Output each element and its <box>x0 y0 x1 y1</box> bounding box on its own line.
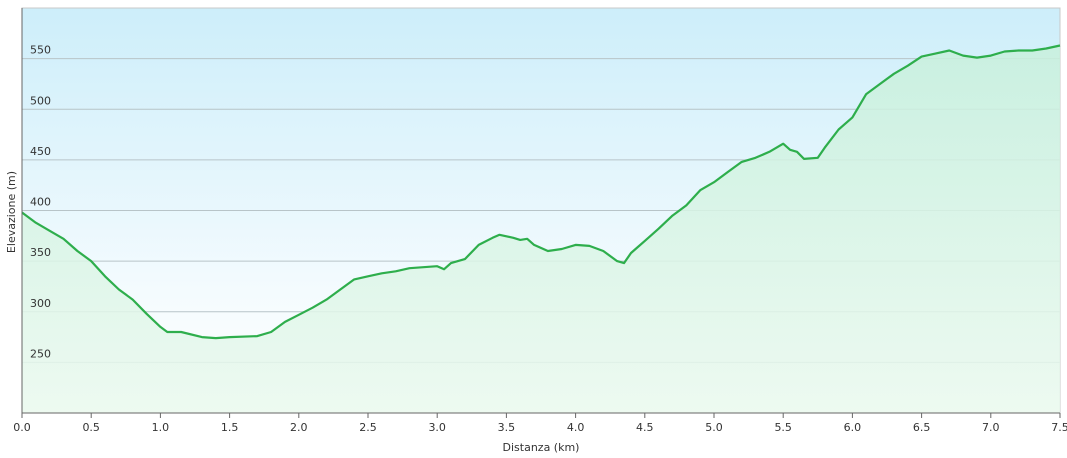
x-axis-title: Distanza (km) <box>503 441 580 454</box>
y-tick-label: 500 <box>30 94 51 107</box>
y-tick-label: 550 <box>30 44 51 57</box>
y-tick-label: 300 <box>30 297 51 310</box>
x-tick-label: 4.0 <box>567 421 585 434</box>
y-tick-label: 250 <box>30 347 51 360</box>
x-tick-label: 6.5 <box>913 421 931 434</box>
x-tick-label: 7.0 <box>982 421 1000 434</box>
x-tick-label: 2.0 <box>290 421 308 434</box>
elevation-line <box>21 44 1061 340</box>
x-tick-label: 5.0 <box>705 421 723 434</box>
x-tick-label: 4.5 <box>636 421 654 434</box>
x-tick-label: 0.0 <box>13 421 31 434</box>
y-tick-label: 350 <box>30 246 51 259</box>
x-tick-label: 3.0 <box>428 421 446 434</box>
y-axis-title: Elevazione (m) <box>5 171 18 253</box>
area-fill <box>22 45 1060 413</box>
y-tick-label: 400 <box>30 196 51 209</box>
y-tick-label: 450 <box>30 145 51 158</box>
x-tick-label: 6.0 <box>844 421 862 434</box>
x-tick-label: 0.5 <box>82 421 100 434</box>
x-tick-label: 2.5 <box>359 421 377 434</box>
x-tick-label: 1.0 <box>152 421 170 434</box>
x-tick-label: 5.5 <box>774 421 792 434</box>
x-tick-label: 7.5 <box>1051 421 1067 434</box>
x-tick-label: 3.5 <box>498 421 516 434</box>
x-tick-label: 1.5 <box>221 421 239 434</box>
